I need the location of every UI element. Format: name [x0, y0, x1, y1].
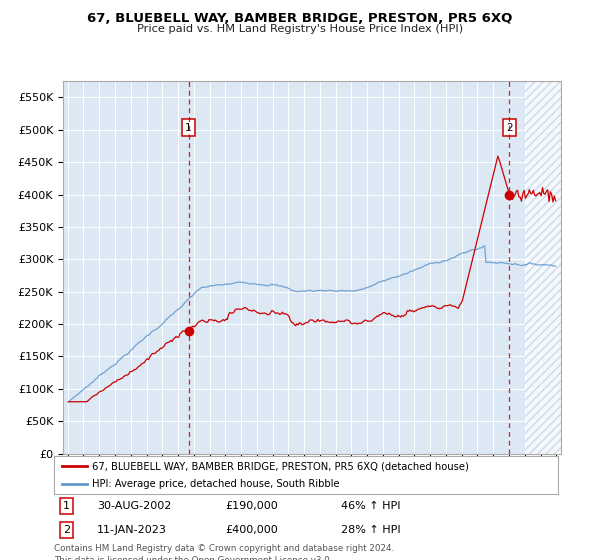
- Text: 11-JAN-2023: 11-JAN-2023: [97, 525, 167, 535]
- Text: 2: 2: [63, 525, 70, 535]
- Text: 28% ↑ HPI: 28% ↑ HPI: [341, 525, 401, 535]
- Text: Price paid vs. HM Land Registry's House Price Index (HPI): Price paid vs. HM Land Registry's House …: [137, 24, 463, 34]
- Text: £190,000: £190,000: [226, 501, 278, 511]
- Text: 1: 1: [185, 123, 192, 133]
- Text: 30-AUG-2002: 30-AUG-2002: [97, 501, 171, 511]
- Text: £400,000: £400,000: [226, 525, 278, 535]
- Text: 1: 1: [63, 501, 70, 511]
- Text: 67, BLUEBELL WAY, BAMBER BRIDGE, PRESTON, PR5 6XQ: 67, BLUEBELL WAY, BAMBER BRIDGE, PRESTON…: [88, 12, 512, 25]
- Text: HPI: Average price, detached house, South Ribble: HPI: Average price, detached house, Sout…: [92, 479, 340, 489]
- Text: Contains HM Land Registry data © Crown copyright and database right 2024.
This d: Contains HM Land Registry data © Crown c…: [54, 544, 394, 560]
- Text: 46% ↑ HPI: 46% ↑ HPI: [341, 501, 401, 511]
- Text: 67, BLUEBELL WAY, BAMBER BRIDGE, PRESTON, PR5 6XQ (detached house): 67, BLUEBELL WAY, BAMBER BRIDGE, PRESTON…: [92, 461, 469, 471]
- Text: 2: 2: [506, 123, 513, 133]
